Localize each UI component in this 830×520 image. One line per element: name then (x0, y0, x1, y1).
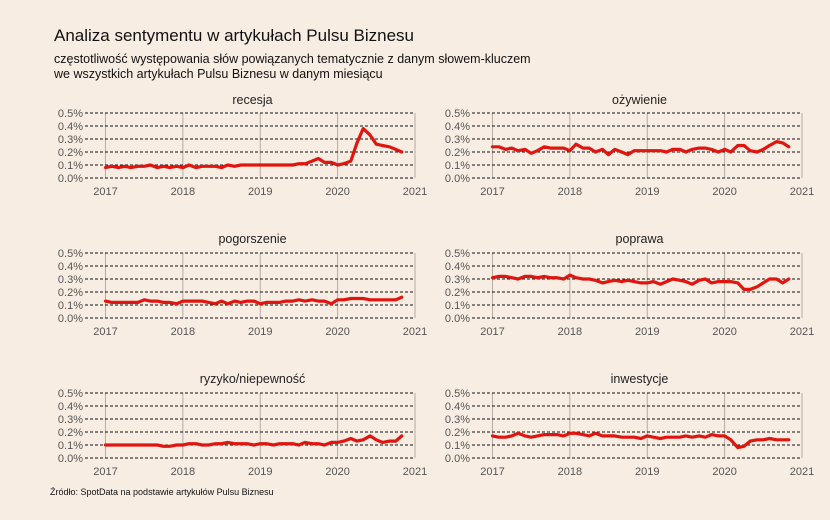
x-tick-label: 2017 (93, 186, 117, 198)
y-tick-label: 0.4% (445, 261, 470, 273)
y-tick-label: 0.5% (445, 108, 470, 120)
facet-panel-5: 2017 2018 2019 2020 2021 0.0%0.1%0.2%0.3%0.4%… (58, 372, 427, 478)
x-tick-label: 2020 (325, 326, 349, 338)
facet-title: inwestycje (611, 372, 669, 386)
y-tick-label: 0.5% (58, 108, 83, 120)
facet-panel-3: 2017 2018 2019 2020 2021 0.0%0.1%0.2%0.3%0.4%… (58, 232, 427, 338)
y-tick-label: 0.1% (58, 440, 83, 452)
y-tick-label: 0.3% (445, 134, 470, 146)
x-tick-label: 2018 (171, 186, 195, 198)
y-tick-label: 0.3% (58, 134, 83, 146)
y-tick-label: 0.0% (58, 313, 83, 325)
y-tick-label: 0.5% (58, 248, 83, 260)
y-tick-label: 0.0% (445, 313, 470, 325)
x-tick-label: 2019 (248, 466, 272, 478)
facet-title: poprawa (616, 232, 664, 246)
x-tick-label: 2018 (558, 186, 582, 198)
x-tick-label: 2017 (480, 186, 504, 198)
series-line (490, 431, 791, 450)
x-tick-label: 2018 (558, 326, 582, 338)
chart-subtitle-line-1: częstotliwość występowania słów powiązan… (54, 52, 531, 66)
series-line (103, 434, 404, 448)
y-tick-label: 0.2% (58, 427, 83, 439)
x-tick-label: 2019 (248, 186, 272, 198)
y-tick-label: 0.0% (58, 173, 83, 185)
y-tick-label: 0.3% (445, 414, 470, 426)
y-tick-label: 0.4% (58, 121, 83, 133)
x-tick-label: 2020 (712, 466, 736, 478)
y-tick-label: 0.1% (58, 160, 83, 172)
x-tick-label: 2019 (635, 186, 659, 198)
y-tick-label: 0.4% (445, 121, 470, 133)
series-line (490, 273, 791, 291)
x-tick-label: 2018 (171, 466, 195, 478)
y-tick-label: 0.3% (445, 274, 470, 286)
chart-subtitle-line-2: we wszystkich artykułach Pulsu Biznesu w… (54, 67, 383, 81)
x-tick-label: 2021 (403, 326, 427, 338)
facet-title: ryzyko/niepewność (200, 372, 306, 386)
y-tick-label: 0.1% (58, 300, 83, 312)
y-tick-label: 0.4% (445, 401, 470, 413)
x-tick-label: 2021 (790, 186, 814, 198)
facet-panel-6: 2017 2018 2019 2020 2021 0.0%0.1%0.2%0.3%0.4%… (445, 372, 814, 478)
y-tick-label: 0.2% (445, 147, 470, 159)
series-line (103, 295, 404, 306)
facet-title: pogorszenie (218, 232, 286, 246)
y-tick-label: 0.2% (58, 147, 83, 159)
x-tick-label: 2021 (790, 326, 814, 338)
y-tick-label: 0.3% (58, 414, 83, 426)
y-tick-label: 0.1% (445, 160, 470, 172)
facet-panel-4: 2017 2018 2019 2020 2021 0.0%0.1%0.2%0.3%0.4%… (445, 232, 814, 338)
x-tick-label: 2018 (558, 466, 582, 478)
x-tick-label: 2018 (171, 326, 195, 338)
series-line (103, 127, 404, 170)
x-tick-label: 2017 (93, 466, 117, 478)
y-tick-label: 0.5% (445, 388, 470, 400)
series-line (490, 140, 791, 157)
x-tick-label: 2021 (790, 466, 814, 478)
x-tick-label: 2021 (403, 466, 427, 478)
chart-title: Analiza sentymentu w artykułach Pulsu Bi… (54, 26, 415, 45)
y-tick-label: 0.0% (445, 173, 470, 185)
x-tick-label: 2019 (635, 466, 659, 478)
x-tick-label: 2017 (93, 326, 117, 338)
y-tick-label: 0.0% (445, 453, 470, 465)
x-tick-label: 2019 (248, 326, 272, 338)
facet-panel-2: 2017 2018 2019 2020 2021 0.0%0.1%0.2%0.3%0.4%… (445, 93, 814, 198)
y-tick-label: 0.2% (445, 287, 470, 299)
x-tick-label: 2021 (403, 186, 427, 198)
y-tick-label: 0.1% (445, 300, 470, 312)
y-tick-label: 0.5% (58, 388, 83, 400)
y-tick-label: 0.0% (58, 453, 83, 465)
y-tick-label: 0.2% (58, 287, 83, 299)
y-tick-label: 0.2% (445, 427, 470, 439)
y-tick-label: 0.4% (58, 261, 83, 273)
x-tick-label: 2017 (480, 466, 504, 478)
y-tick-label: 0.1% (445, 440, 470, 452)
x-tick-label: 2019 (635, 326, 659, 338)
x-tick-label: 2017 (480, 326, 504, 338)
x-tick-label: 2020 (712, 326, 736, 338)
y-tick-label: 0.3% (58, 274, 83, 286)
facet-title: ożywienie (612, 93, 667, 107)
y-tick-label: 0.4% (58, 401, 83, 413)
facet-panel-1: 2017 2018 2019 2020 2021 0.0%0.1%0.2%0.3%0.4%… (58, 93, 427, 198)
y-tick-label: 0.5% (445, 248, 470, 260)
chart-source-caption: Źródło: SpotData na podstawie artykułów … (50, 487, 274, 497)
facet-title: recesja (232, 93, 272, 107)
x-tick-label: 2020 (712, 186, 736, 198)
x-tick-label: 2020 (325, 186, 349, 198)
x-tick-label: 2020 (325, 466, 349, 478)
